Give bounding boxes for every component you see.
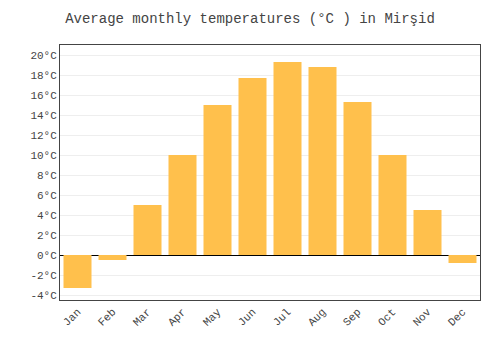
svg-text:4°C: 4°C: [37, 210, 57, 222]
svg-text:-2°C: -2°C: [30, 270, 57, 282]
svg-text:2°C: 2°C: [37, 230, 57, 242]
svg-text:Sep: Sep: [341, 306, 363, 328]
svg-text:Jan: Jan: [61, 306, 83, 328]
svg-text:8°C: 8°C: [37, 170, 57, 182]
svg-text:Mar: Mar: [131, 306, 153, 328]
svg-text:Feb: Feb: [96, 306, 118, 328]
svg-text:20°C: 20°C: [30, 50, 57, 62]
svg-text:Nov: Nov: [411, 306, 434, 329]
svg-text:10°C: 10°C: [30, 150, 57, 162]
svg-text:Dec: Dec: [446, 306, 468, 328]
svg-text:May: May: [201, 306, 224, 329]
svg-text:14°C: 14°C: [30, 110, 57, 122]
svg-text:Jun: Jun: [236, 306, 258, 328]
svg-text:Aug: Aug: [306, 306, 328, 328]
svg-text:Apr: Apr: [166, 306, 188, 328]
svg-text:6°C: 6°C: [37, 190, 57, 202]
svg-text:Jul: Jul: [271, 306, 293, 328]
svg-text:-4°C: -4°C: [30, 290, 57, 302]
svg-text:18°C: 18°C: [30, 70, 57, 82]
svg-text:12°C: 12°C: [30, 130, 57, 142]
svg-text:Average monthly temperatures (: Average monthly temperatures (°C ) in Mi…: [65, 11, 435, 27]
svg-text:Oct: Oct: [376, 306, 398, 328]
svg-text:0°C: 0°C: [37, 250, 57, 262]
svg-text:16°C: 16°C: [30, 90, 57, 102]
